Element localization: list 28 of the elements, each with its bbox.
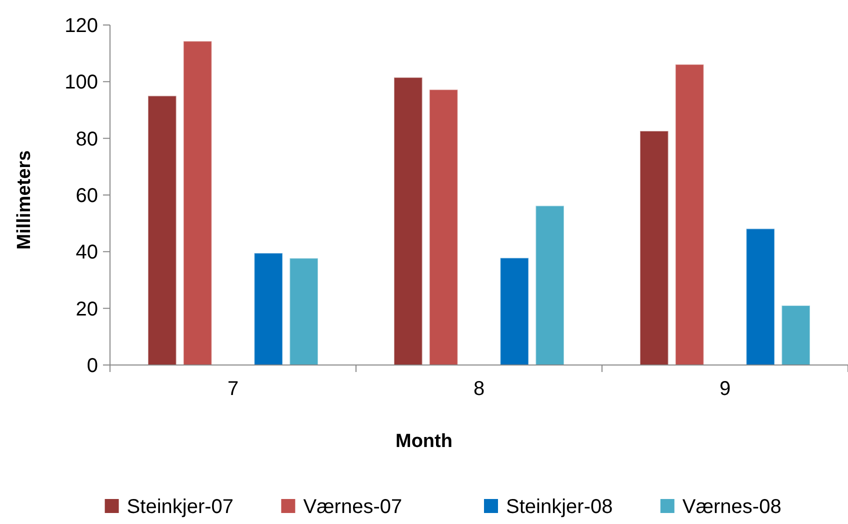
y-tick-label: 100 [64,72,98,94]
legend-label: Værnes-08 [682,496,782,518]
bar [428,89,458,366]
x-axis-title: Month [396,431,452,452]
bar [254,252,284,366]
bar [639,130,669,366]
x-tick-label: 8 [473,378,485,400]
bar [289,258,319,366]
bar [500,257,530,366]
y-tick-label: 80 [76,128,98,150]
x-tick-label: 7 [227,378,239,400]
legend-label: Steinkjer-07 [126,496,234,518]
bar [147,95,177,366]
y-tick-label: 40 [76,242,98,264]
y-tick-label: 20 [76,298,98,320]
y-tick-label: 120 [64,15,98,37]
bar [393,76,423,366]
legend-label: Værnes-07 [303,496,402,518]
y-axis-title: Millimeters [14,150,35,250]
y-tick-label: 0 [86,355,98,377]
y-tick-label: 60 [76,185,98,207]
legend-label: Steinkjer-08 [506,496,613,518]
x-tick-label: 9 [719,378,731,400]
bar [535,205,565,366]
bar [182,40,212,366]
bar [781,305,811,366]
bar [746,228,776,366]
bar [674,64,704,366]
